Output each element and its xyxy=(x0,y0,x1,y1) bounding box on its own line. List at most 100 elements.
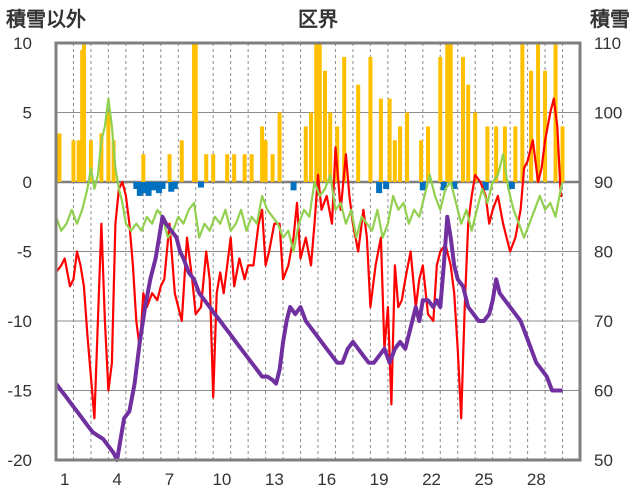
precipitation-bar xyxy=(232,154,237,182)
right-tick-label: 70 xyxy=(594,312,613,331)
x-tick-label: 16 xyxy=(317,470,336,489)
precipitation-bar xyxy=(99,133,104,182)
precipitation-bar xyxy=(314,43,319,182)
chart-title: 区界 xyxy=(298,7,338,31)
negative-bar xyxy=(451,182,458,189)
right-tick-label: 60 xyxy=(594,382,613,401)
x-tick-label: 1 xyxy=(60,470,69,489)
precipitation-bar xyxy=(448,43,453,182)
left-tick-label: 5 xyxy=(23,104,32,123)
negative-bar xyxy=(133,182,140,189)
left-tick-label: -20 xyxy=(7,451,32,470)
precipitation-bar xyxy=(460,56,465,182)
negative-bar xyxy=(159,182,166,189)
plot-frame xyxy=(54,41,582,462)
precipitation-bar xyxy=(242,154,247,182)
precipitation-bar xyxy=(193,43,198,182)
right-tick-label: 50 xyxy=(594,451,613,470)
x-tick-label: 13 xyxy=(265,470,284,489)
precipitation-bar xyxy=(88,140,93,182)
series-layer xyxy=(54,97,564,462)
precipitation-bar xyxy=(263,140,268,182)
negative-bar xyxy=(150,182,157,191)
series-line xyxy=(54,214,563,462)
precipitation-bar xyxy=(438,56,443,182)
precipitation-bar xyxy=(111,140,116,182)
left-tick-label: -5 xyxy=(17,243,32,262)
negative-bar xyxy=(156,182,163,194)
negative-bar xyxy=(142,182,149,194)
precipitation-bar xyxy=(520,43,525,182)
precipitation-bar xyxy=(211,154,216,182)
right-tick-label: 110 xyxy=(594,34,621,53)
precipitation-bar xyxy=(387,98,392,182)
precipitation-bar xyxy=(543,70,548,182)
precipitation-bar xyxy=(71,140,76,182)
precipitation-bar xyxy=(419,140,424,182)
negative-bar xyxy=(419,182,426,191)
negative-bar xyxy=(508,182,515,189)
right-axis-label: 積雪 xyxy=(590,7,630,31)
right-tick-label: 100 xyxy=(594,104,622,123)
left-tick-label: 0 xyxy=(23,173,32,192)
left-tick-label: -15 xyxy=(7,382,32,401)
negative-bar xyxy=(136,182,143,196)
negative-bar xyxy=(171,182,178,189)
precipitation-bar xyxy=(368,56,373,182)
left-tick-label: 10 xyxy=(13,34,32,53)
x-tick-label: 19 xyxy=(370,470,389,489)
precipitation-bar xyxy=(270,154,275,182)
precipitation-bar xyxy=(179,140,184,182)
precipitation-bar xyxy=(494,126,499,182)
precipitation-bar xyxy=(260,126,265,182)
precipitation-bar xyxy=(167,154,172,182)
x-tick-label: 10 xyxy=(212,470,231,489)
precipitation-bar xyxy=(356,84,361,182)
precipitation-bar xyxy=(392,140,397,182)
precipitation-bar xyxy=(141,154,146,182)
precipitation-bar xyxy=(466,84,471,182)
right-tick-label: 80 xyxy=(594,243,613,262)
precipitation-bar xyxy=(426,126,431,182)
precipitation-bar xyxy=(249,154,254,182)
precipitation-bar xyxy=(502,126,507,182)
precipitation-bar xyxy=(445,43,450,182)
x-tick-label: 28 xyxy=(527,470,546,489)
precipitation-bar xyxy=(398,126,403,182)
precipitation-bar xyxy=(76,140,81,182)
precipitation-bar xyxy=(303,126,308,182)
left-tick-label: -10 xyxy=(7,312,32,331)
precipitation-bar xyxy=(485,126,490,182)
precipitation-bar xyxy=(405,112,410,182)
precipitation-bar xyxy=(378,98,383,182)
precipitation-bar xyxy=(277,112,282,182)
negative-bar xyxy=(145,182,152,196)
precipitation-bar xyxy=(204,154,209,182)
series-line xyxy=(54,97,564,253)
negative-bar xyxy=(168,182,175,192)
x-tick-label: 4 xyxy=(112,470,121,489)
bars-layer xyxy=(57,43,565,196)
left-axis-label: 積雪以外 xyxy=(6,7,86,31)
precipitation-bar xyxy=(560,126,565,182)
negative-bar xyxy=(482,182,489,191)
negative-bar xyxy=(290,182,297,191)
negative-bar xyxy=(197,182,204,188)
x-tick-label: 22 xyxy=(422,470,441,489)
negative-bar xyxy=(383,182,390,189)
precipitation-bar xyxy=(328,112,333,182)
negative-bar xyxy=(376,182,383,194)
series-line xyxy=(55,97,563,420)
x-tick-label: 25 xyxy=(474,470,493,489)
precipitation-bar xyxy=(309,112,314,182)
precipitation-bar xyxy=(529,70,534,182)
right-tick-label: 90 xyxy=(594,173,613,192)
precipitation-bar xyxy=(81,43,86,182)
x-tick-label: 7 xyxy=(165,470,174,489)
precipitation-bar xyxy=(57,133,62,182)
precipitation-bar xyxy=(473,112,478,182)
precipitation-bar xyxy=(342,56,347,182)
negative-bar xyxy=(440,182,447,191)
precipitation-bar xyxy=(335,126,340,182)
